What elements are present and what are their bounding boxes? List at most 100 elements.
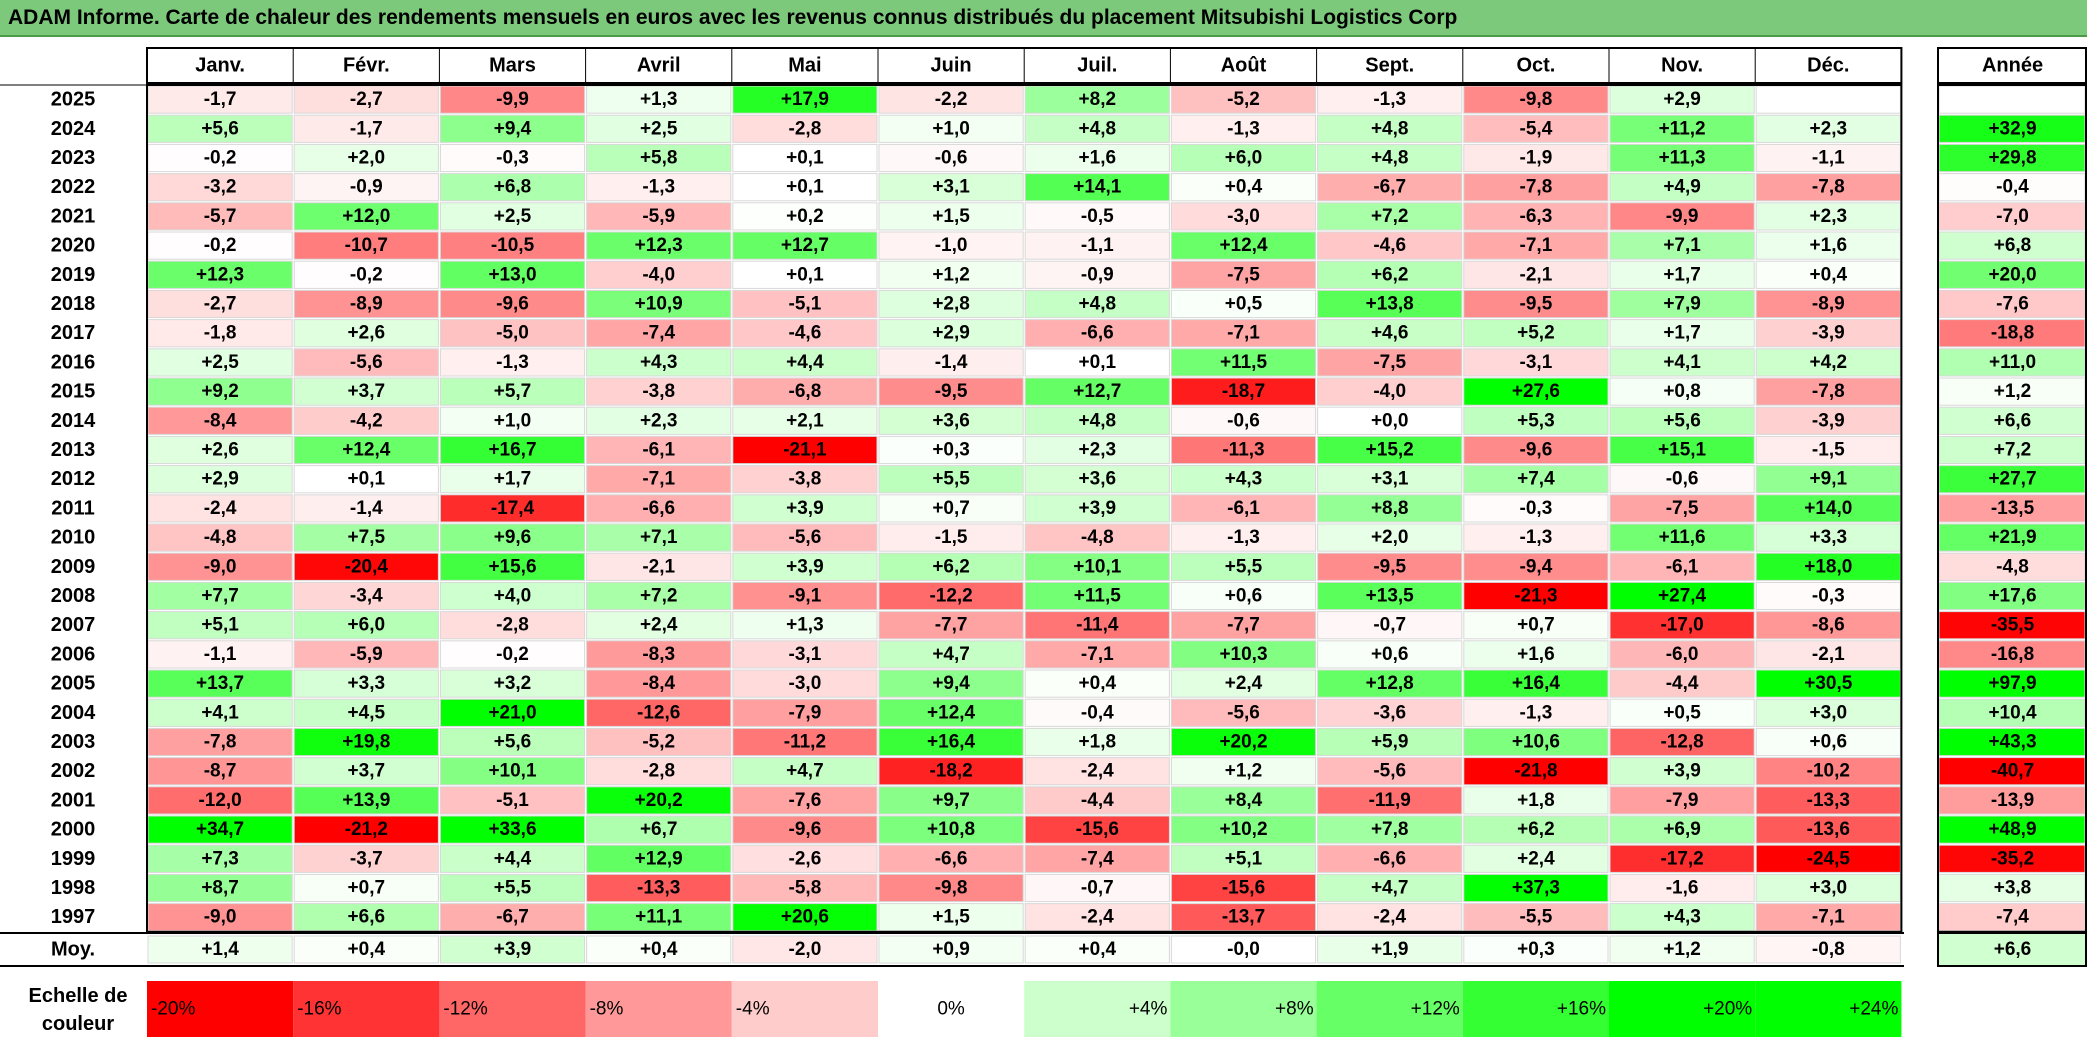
heatmap-cell-value: -5,6 [1227, 702, 1260, 723]
annual-cell-value: +43,3 [1988, 732, 2036, 753]
heatmap-cell [293, 523, 439, 552]
heatmap-cell-value: -1,3 [1227, 118, 1260, 139]
heatmap-cell [1755, 202, 1901, 231]
heatmap-cell-value: -0,2 [204, 148, 237, 169]
heatmap-cell [1609, 143, 1755, 173]
heatmap-cell [1317, 611, 1463, 640]
heatmap-cell-value: -7,1 [1227, 323, 1260, 344]
heatmap-cell-value: -12,8 [1660, 732, 1703, 753]
heatmap-cell [1317, 231, 1463, 260]
heatmap-cell [1463, 640, 1609, 669]
heatmap-cell [439, 289, 586, 319]
heatmap-cell [293, 231, 439, 260]
heatmap-cell-value: +4,7 [1371, 878, 1409, 899]
heatmap-cell-value: -15,6 [1076, 819, 1119, 840]
heatmap-cell-value: +7,1 [1663, 235, 1701, 256]
heatmap-cell [586, 494, 732, 523]
heatmap-cell-value: +0,7 [348, 878, 386, 899]
heatmap-cell [439, 319, 586, 348]
heatmap-cell [1463, 552, 1609, 581]
heatmap-cell [586, 260, 732, 289]
heatmap-cell [878, 611, 1024, 640]
heatmap-cell [1170, 873, 1317, 903]
heatmap-cell-value: +33,6 [488, 819, 536, 840]
heatmap-cell-value: -9,6 [1520, 440, 1553, 461]
annual-cell-value: +10,4 [1988, 702, 2037, 723]
heatmap-cell [1170, 406, 1317, 435]
heatmap-cell-value: +1,6 [1079, 148, 1117, 169]
annual-cell-value: -18,8 [1991, 323, 2034, 344]
heatmap-cell-value: -3,8 [642, 381, 675, 402]
heatmap-cell [439, 465, 586, 494]
heatmap-cell-value: +1,6 [1517, 644, 1555, 665]
heatmap-cell-value: -8,9 [1812, 294, 1845, 315]
heatmap-cell [1755, 611, 1901, 640]
heatmap-cell [586, 143, 732, 173]
annual-cell-value: -13,9 [1991, 790, 2034, 811]
heatmap-cell-value: +0,1 [348, 469, 386, 490]
heatmap-cell-value: -2,6 [789, 848, 822, 869]
heatmap-cell-value: +4,6 [1371, 323, 1409, 344]
heatmap-cell [1463, 611, 1609, 640]
heatmap-cell-value: -6,3 [1520, 206, 1553, 227]
color-scale-step-label: +20% [1703, 999, 1752, 1020]
heatmap-cell [293, 669, 439, 698]
heatmap-cell-value: +4,3 [1663, 907, 1701, 928]
heatmap-cell-value: -2,1 [642, 556, 675, 577]
heatmap-cell-value: -7,1 [1812, 907, 1845, 928]
heatmap-cell [1024, 231, 1170, 260]
heatmap-cell [439, 377, 586, 406]
heatmap-cell-value: +11,5 [1220, 352, 1267, 373]
heatmap-cell-value: +1,7 [1663, 323, 1701, 344]
heatmap-cell-value: -7,8 [204, 732, 237, 753]
heatmap-cell [878, 815, 1024, 844]
heatmap-cell-value: +6,2 [1371, 264, 1409, 285]
heatmap-cell-value: -9,6 [496, 294, 529, 315]
heatmap-cell-value: +3,3 [348, 673, 386, 694]
heatmap-cell-value: -2,1 [1520, 264, 1553, 285]
color-scale-swatch [293, 981, 440, 1037]
heatmap-cell [732, 523, 878, 552]
heatmap-cell-value: +7,2 [1371, 206, 1409, 227]
heatmap-cell [439, 552, 586, 581]
average-cell [1755, 935, 1901, 964]
heatmap-cell [1755, 377, 1901, 406]
heatmap-cell-value: +4,8 [1079, 294, 1117, 315]
heatmap-cell [1609, 377, 1755, 406]
heatmap-cell-value: -4,6 [789, 323, 822, 344]
annual-cell [1938, 523, 2086, 552]
heatmap-cell-value: +0,1 [786, 148, 824, 169]
heatmap-cell-value: +0,7 [1517, 615, 1555, 636]
heatmap-cell-value: +7,4 [1517, 469, 1555, 490]
heatmap-cell [293, 143, 439, 173]
heatmap-cell-value: -5,1 [496, 790, 529, 811]
heatmap-cell-value: +4,0 [494, 586, 532, 607]
heatmap-cell [293, 435, 439, 465]
heatmap-cell [1755, 85, 1901, 114]
heatmap-cell-value: -24,5 [1807, 848, 1851, 869]
heatmap-cell [1170, 319, 1317, 348]
heatmap-cell-value: +7,8 [1371, 819, 1409, 840]
heatmap-cell-value: +3,1 [932, 177, 970, 198]
heatmap-cell [1755, 114, 1901, 143]
average-cell-value: -2,0 [789, 939, 822, 960]
annual-cell-value: +6,6 [1994, 410, 2032, 431]
heatmap-cell [586, 377, 732, 406]
heatmap-cell-value: -2,4 [1373, 907, 1406, 928]
average-cell-value: +3,9 [494, 939, 532, 960]
heatmap-cell [439, 85, 586, 114]
heatmap-cell-value: -0,3 [1520, 498, 1553, 519]
heatmap-cell-value: +2,4 [640, 615, 678, 636]
heatmap-cell [1609, 581, 1755, 611]
heatmap-cell-value: +20,2 [1219, 732, 1267, 753]
heatmap-cell-value: -4,4 [1081, 790, 1114, 811]
heatmap-cell-value: +16,4 [1512, 673, 1561, 694]
color-scale-step-label: +16% [1557, 999, 1606, 1020]
heatmap-cell-value: -1,0 [935, 235, 968, 256]
heatmap-cell [1609, 698, 1755, 727]
heatmap-cell-value: -6,8 [789, 381, 822, 402]
month-header-9: Sept. [1365, 55, 1414, 77]
heatmap-cell-value: +0,4 [1079, 673, 1117, 694]
heatmap-cell [147, 231, 293, 260]
heatmap-cell [147, 319, 293, 348]
